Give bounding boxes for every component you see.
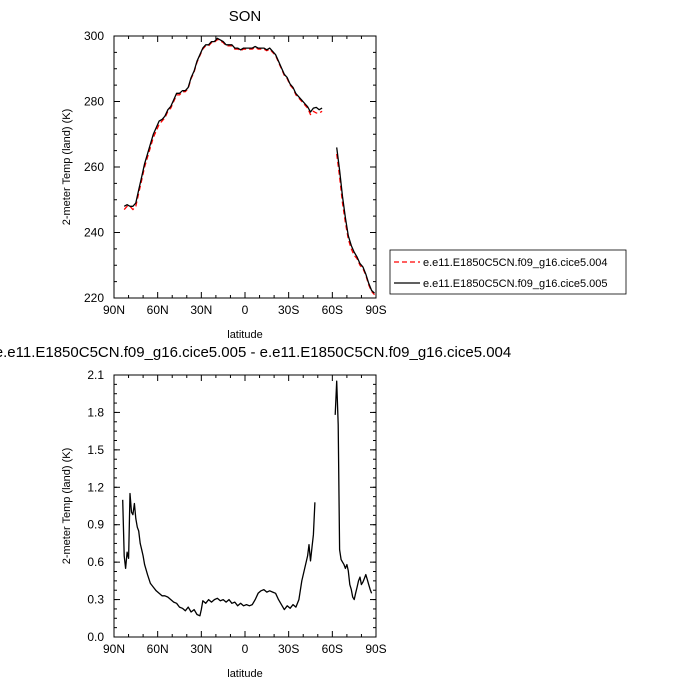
y-tick-label-1-4: 1.2	[87, 480, 104, 494]
legend-box	[389, 249, 627, 295]
series-line-1-0-seg-1	[334, 380, 373, 601]
x-tick-label-1-5: 60S	[322, 642, 343, 656]
top-y-axis-label: 2-meter Temp (land) (K)	[61, 109, 73, 226]
x-tick-label-0-5: 60S	[322, 303, 343, 317]
bottom-y-axis-label: 2-meter Temp (land) (K)	[61, 448, 73, 565]
bottom-panel: e.e11.E1850C5CN.f09_g16.cice5.005 - e.e1…	[0, 344, 511, 680]
legend: e.e11.E1850C5CN.f09_g16.cice5.004 e.e11.…	[389, 249, 627, 295]
x-tick-label-1-1: 60N	[147, 642, 169, 656]
y-tick-label-0-1: 240	[84, 226, 104, 240]
top-chart-title: SON	[229, 8, 262, 25]
bottom-plot-frame	[113, 374, 377, 638]
x-tick-label-0-3: 0	[242, 303, 249, 317]
y-tick-label-0-0: 220	[84, 291, 104, 305]
series-line-0-1-seg-1	[336, 147, 375, 294]
y-tick-label-1-0: 0.0	[87, 630, 104, 644]
bottom-chart-title: e.e11.E1850C5CN.f09_g16.cice5.005 - e.e1…	[0, 344, 511, 361]
top-ticks: 90N 60N 30N 0 30S 60S 90S 220 240 260 280 300	[84, 29, 387, 317]
y-tick-label-0-4: 300	[84, 29, 104, 43]
series-line-0-0-seg-1	[336, 153, 375, 296]
x-tick-label-1-4: 30S	[278, 642, 299, 656]
y-tick-label-1-6: 1.8	[87, 405, 104, 419]
x-tick-label-0-2: 30N	[190, 303, 212, 317]
x-tick-label-0-1: 60N	[147, 303, 169, 317]
y-tick-label-1-3: 0.9	[87, 518, 104, 532]
x-tick-label-0-6: 90S	[365, 303, 386, 317]
x-tick-label-0-0: 90N	[103, 303, 125, 317]
bottom-ticks: 90N 60N 30N 0 30S 60S 90S 0.0 0.3 0.6 0.9 1.2 1.5 1.8…	[87, 368, 386, 656]
legend-label-005: e.e11.E1850C5CN.f09_g16.cice5.005	[423, 278, 608, 290]
y-tick-label-1-7: 2.1	[87, 368, 104, 382]
x-tick-label-1-6: 90S	[365, 642, 386, 656]
y-tick-label-0-2: 260	[84, 160, 104, 174]
top-series-group	[123, 37, 375, 296]
x-tick-label-1-2: 30N	[190, 642, 212, 656]
bottom-x-axis-label: latitude	[227, 668, 262, 680]
y-tick-label-0-3: 280	[84, 95, 104, 109]
y-tick-label-1-1: 0.3	[87, 593, 104, 607]
y-tick-label-1-5: 1.5	[87, 443, 104, 457]
top-plot-frame	[113, 35, 377, 299]
x-tick-label-1-0: 90N	[103, 642, 125, 656]
bottom-series-group	[122, 380, 373, 617]
series-line-0-1-seg-0	[123, 37, 323, 207]
series-line-1-0-seg-0	[122, 492, 316, 617]
top-panel: SON 90N 60N 30N 0 30S 60S 90S 220 240 260 280 300 l…	[61, 8, 627, 341]
top-x-axis-label: latitude	[227, 329, 262, 341]
x-tick-label-1-3: 0	[242, 642, 249, 656]
x-tick-label-0-4: 30S	[278, 303, 299, 317]
legend-label-004: e.e11.E1850C5CN.f09_g16.cice5.004	[423, 257, 608, 269]
y-tick-label-1-2: 0.6	[87, 555, 104, 569]
series-line-0-0-seg-0	[123, 38, 323, 211]
